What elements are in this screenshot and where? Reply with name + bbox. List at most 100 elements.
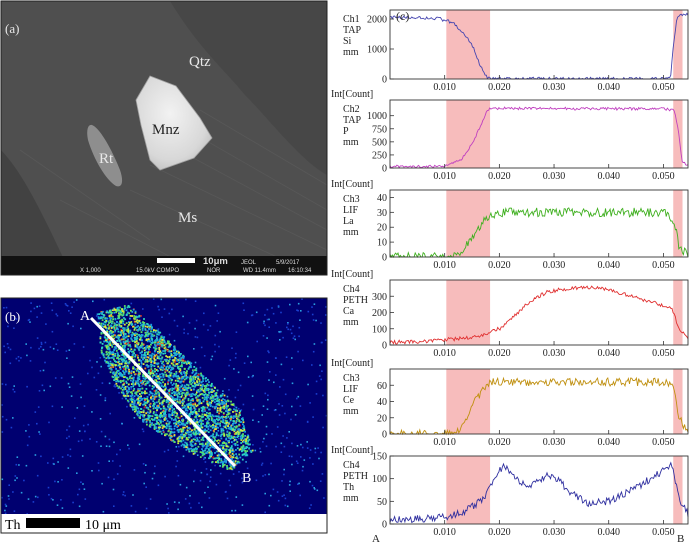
y-tick-label: 50 [377, 497, 387, 508]
channel-label-line: Ch2 [343, 104, 360, 115]
mineral-label-qtz: Qtz [189, 54, 211, 70]
x-tick-label: 0.050 [652, 171, 675, 182]
monazite-grain [135, 75, 213, 171]
x-tick-label: 0.020 [488, 437, 511, 448]
channel-label-line: Th [343, 482, 354, 493]
panel-b-label: (b) [5, 309, 20, 324]
y-tick-label: 40 [377, 193, 387, 204]
x-tick-label: 0.010 [433, 348, 456, 359]
channel-label-line: TAP [343, 115, 362, 126]
sem-scalebar [157, 258, 195, 263]
channel-label-line: PETH [343, 471, 368, 482]
y-tick-label: 60 [377, 381, 387, 392]
panel-a-frame [0, 0, 328, 276]
y-tick-label: 20 [377, 413, 387, 424]
y-tick-label: 150 [372, 452, 387, 463]
x-tick-label: 0.040 [597, 260, 620, 271]
panel-b-th-map: (b) A B Th 10 μm [0, 297, 328, 534]
channel-label-line: P [343, 126, 349, 137]
x-tick-label: 0.050 [652, 82, 675, 93]
profile-chart-th: 0 50 100 150 0.010 0.020 0.030 0.040 0.050 Int[Co… [331, 445, 689, 538]
y-tick-label: 20 [377, 223, 387, 234]
map-scalebar [26, 518, 80, 528]
channel-label-line: LIF [343, 205, 358, 216]
x-tick-label: 0.050 [652, 437, 675, 448]
shaded-region-1 [446, 100, 491, 168]
x-tick-label: 0.010 [433, 171, 456, 182]
channel-label-line: Ch3 [343, 194, 360, 205]
x-axis-end-label: B [677, 533, 684, 545]
x-tick-label: 0.020 [488, 527, 511, 538]
mineral-label-rt: Rt [99, 151, 114, 167]
channel-label-line: TAP [343, 25, 362, 36]
x-axis-start-label: A [372, 533, 380, 545]
unit-label: Int[Count] [331, 358, 373, 369]
mineral-label-ms: Ms [178, 210, 197, 226]
plot-frame [389, 189, 689, 258]
y-tick-label: 100 [372, 324, 387, 335]
x-tick-label: 0.020 [488, 260, 511, 271]
unit-label: Int[Count] [331, 89, 373, 100]
y-tick-label: 40 [377, 397, 387, 408]
sem-time: 16:10:34 [288, 268, 312, 274]
profile-chart-la: 0 10 20 30 40 0.010 0.020 0.030 0.040 0.050 Int[Co… [331, 179, 689, 271]
shaded-region-1 [446, 10, 491, 79]
quartz-region [170, 1, 327, 175]
dark-crack-region [1, 150, 70, 272]
channel-label-line: Ca [343, 306, 355, 317]
channel-label-line: Ce [343, 395, 355, 406]
shaded-region-2 [673, 190, 683, 257]
channel-label-line: Ch3 [343, 373, 360, 384]
x-tick-label: 0.030 [543, 171, 566, 182]
channel-label-line: mm [343, 317, 359, 328]
channel-label-line: LIF [343, 384, 358, 395]
y-tick-label: 0 [382, 75, 387, 86]
x-tick-label: 0.030 [543, 527, 566, 538]
y-tick-label: 0 [382, 164, 387, 175]
x-tick-label: 0.040 [597, 437, 620, 448]
channel-label-line: mm [343, 227, 359, 238]
y-tick-label: 1000 [367, 111, 387, 122]
profile-chart-si: 0 1000 2000 0.010 0.020 0.030 0.040 0.050 Ch1TAP… [343, 9, 689, 93]
series-line-p [389, 106, 689, 169]
shaded-region-2 [673, 100, 683, 168]
panel-b-frame [0, 297, 328, 534]
x-tick-label: 0.010 [433, 437, 456, 448]
x-tick-label: 0.030 [543, 348, 566, 359]
series-line-la [389, 206, 689, 259]
x-tick-label: 0.030 [543, 437, 566, 448]
sem-date: 5/9/2017 [276, 260, 300, 266]
shaded-region-1 [446, 190, 491, 257]
plot-frame [389, 455, 689, 525]
x-tick-label: 0.030 [543, 260, 566, 271]
channel-label-line: Ch4 [343, 460, 360, 471]
profile-chart-ca: 0 100 200 300 0.010 0.020 0.030 0.040 0.050 Int[C… [331, 269, 689, 359]
plot-frame [389, 279, 689, 346]
y-tick-label: 100 [372, 474, 387, 485]
sem-scalebar-label: 10μm [203, 256, 228, 267]
unit-label: Int[Count] [331, 179, 373, 190]
x-tick-label: 0.020 [488, 82, 511, 93]
panel-c-label: (c) [396, 9, 409, 23]
profile-end-label: B [242, 471, 251, 486]
profile-chart-p: 0 250 500 750 1000 0.010 0.020 0.030 0.040 0.050 I… [331, 89, 689, 182]
shaded-region-2 [673, 369, 683, 434]
y-tick-label: 0 [382, 430, 387, 441]
x-tick-label: 0.050 [652, 260, 675, 271]
plot-frame [389, 9, 689, 80]
map-caption-bar [1, 514, 327, 533]
channel-label-line: Si [343, 36, 352, 47]
x-tick-label: 0.010 [433, 527, 456, 538]
y-tick-label: 750 [372, 124, 387, 135]
series-line-ce [389, 376, 689, 436]
series-line-ca [389, 285, 689, 345]
x-tick-label: 0.010 [433, 260, 456, 271]
unit-label: Int[Count] [331, 445, 373, 456]
map-element-label: Th [5, 518, 21, 533]
y-tick-label: 250 [372, 150, 387, 161]
sem-info-bar [1, 256, 327, 275]
x-tick-label: 0.050 [652, 348, 675, 359]
shaded-region-1 [446, 456, 491, 524]
sem-beam: 15.0kV COMPO [136, 268, 179, 274]
channel-label-line: mm [343, 137, 359, 148]
